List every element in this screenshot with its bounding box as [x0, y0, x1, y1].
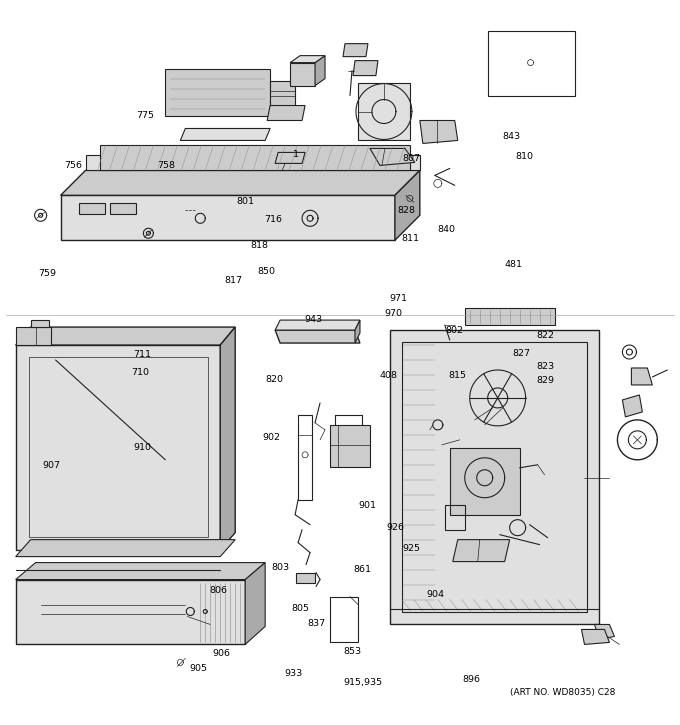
Polygon shape — [420, 120, 458, 144]
Polygon shape — [296, 573, 315, 583]
Text: 820: 820 — [265, 376, 284, 384]
Polygon shape — [353, 61, 378, 75]
Polygon shape — [16, 345, 220, 550]
Polygon shape — [594, 624, 615, 639]
Text: (ART NO. WD8035) C28: (ART NO. WD8035) C28 — [509, 688, 615, 697]
Text: 901: 901 — [358, 500, 376, 510]
Text: 853: 853 — [343, 647, 362, 656]
Text: 910: 910 — [133, 443, 151, 452]
Text: 775: 775 — [137, 110, 154, 120]
Text: 822: 822 — [537, 331, 555, 340]
Polygon shape — [581, 629, 609, 645]
Polygon shape — [110, 203, 137, 215]
Polygon shape — [275, 152, 305, 163]
Text: 758: 758 — [157, 161, 175, 170]
Text: 810: 810 — [515, 152, 533, 161]
Polygon shape — [16, 327, 235, 345]
Polygon shape — [632, 368, 652, 385]
Text: 408: 408 — [379, 371, 397, 380]
Text: 716: 716 — [264, 215, 282, 225]
Polygon shape — [275, 330, 360, 343]
Text: 806: 806 — [209, 586, 228, 595]
Polygon shape — [220, 327, 235, 550]
Text: 805: 805 — [291, 604, 309, 613]
Polygon shape — [355, 320, 360, 343]
Text: 815: 815 — [449, 371, 466, 380]
Polygon shape — [86, 155, 420, 170]
Text: 829: 829 — [537, 376, 555, 385]
Text: 933: 933 — [284, 669, 303, 678]
Polygon shape — [449, 448, 520, 515]
Text: 756: 756 — [64, 161, 82, 170]
Text: 811: 811 — [401, 233, 419, 243]
Polygon shape — [343, 44, 368, 57]
Text: 710: 710 — [131, 368, 149, 377]
Text: 843: 843 — [503, 132, 521, 141]
Text: 802: 802 — [446, 326, 464, 335]
Polygon shape — [16, 327, 50, 345]
Text: 759: 759 — [38, 269, 56, 278]
Polygon shape — [358, 83, 410, 141]
Polygon shape — [165, 69, 270, 115]
Polygon shape — [101, 146, 410, 170]
Polygon shape — [180, 128, 270, 141]
Text: 902: 902 — [262, 434, 280, 442]
Text: 906: 906 — [212, 649, 230, 658]
Polygon shape — [270, 80, 295, 106]
Text: 926: 926 — [386, 523, 404, 532]
Text: 861: 861 — [354, 565, 371, 574]
Text: 481: 481 — [505, 260, 522, 269]
Text: 896: 896 — [462, 675, 480, 684]
Polygon shape — [315, 56, 325, 86]
Text: 915,935: 915,935 — [343, 678, 383, 687]
Text: 711: 711 — [134, 350, 152, 359]
Polygon shape — [290, 56, 325, 62]
Text: 803: 803 — [271, 563, 290, 572]
Text: 1: 1 — [293, 150, 299, 160]
Text: 840: 840 — [438, 225, 456, 234]
Text: 817: 817 — [224, 276, 243, 285]
Text: 904: 904 — [427, 589, 445, 599]
Text: 823: 823 — [537, 362, 555, 371]
Text: 801: 801 — [237, 197, 255, 207]
Polygon shape — [622, 395, 643, 417]
Polygon shape — [245, 563, 265, 645]
Text: 818: 818 — [250, 241, 269, 250]
Polygon shape — [395, 170, 420, 240]
Polygon shape — [16, 579, 245, 645]
Text: 943: 943 — [305, 315, 323, 324]
Text: 971: 971 — [390, 294, 407, 302]
Polygon shape — [16, 539, 235, 557]
Text: 828: 828 — [398, 206, 415, 215]
Polygon shape — [16, 563, 265, 579]
Polygon shape — [464, 308, 555, 325]
Polygon shape — [390, 330, 600, 624]
Polygon shape — [61, 195, 395, 240]
Text: 925: 925 — [403, 544, 420, 553]
Text: 850: 850 — [257, 267, 275, 276]
Polygon shape — [453, 539, 509, 562]
Text: 905: 905 — [190, 664, 207, 673]
Polygon shape — [275, 320, 360, 330]
Polygon shape — [330, 425, 370, 467]
Text: 970: 970 — [384, 309, 402, 318]
Polygon shape — [61, 170, 420, 195]
Text: 807: 807 — [403, 154, 420, 163]
Text: 827: 827 — [512, 349, 530, 357]
Text: 907: 907 — [43, 462, 61, 471]
Polygon shape — [370, 149, 415, 165]
Polygon shape — [290, 62, 315, 86]
Text: 837: 837 — [307, 619, 326, 628]
Polygon shape — [78, 203, 105, 215]
Polygon shape — [31, 320, 48, 327]
Polygon shape — [267, 106, 305, 120]
